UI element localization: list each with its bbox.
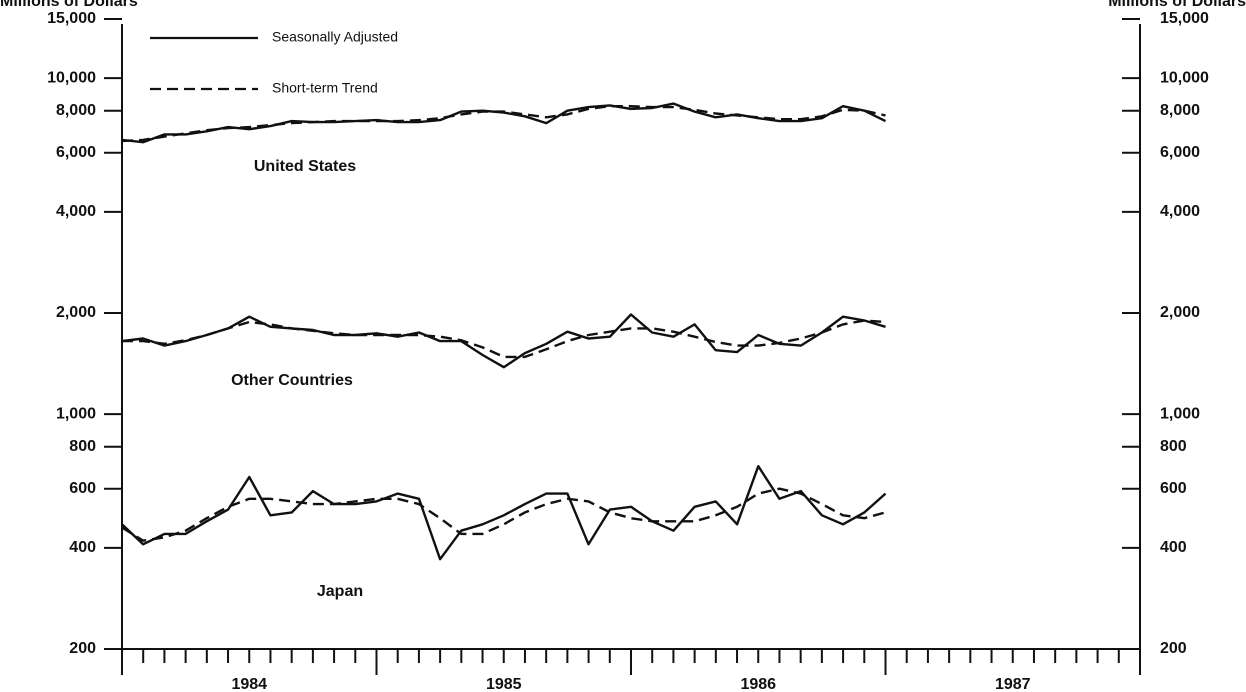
y2-tick-label: 1,000 [1160,405,1200,422]
x-tick-label: 1987 [995,676,1031,692]
y2-tick-label: 200 [1160,640,1187,657]
region-label: United States [254,158,356,175]
y2-tick-label: 800 [1160,438,1187,455]
y-tick-label: 10,000 [47,69,96,86]
y-tick-label: 4,000 [56,203,96,220]
y2-tick-label: 6,000 [1160,144,1200,161]
y2-tick-label: 8,000 [1160,102,1200,119]
y-tick-label: 600 [69,480,96,497]
y2-tick-label: 400 [1160,539,1187,556]
series-line [121,105,886,143]
series-line [122,319,886,359]
region-label: Japan [317,583,363,600]
x-tick-label: 1985 [486,676,522,692]
series-line [121,313,886,369]
y-tick-label: 1,000 [56,405,96,422]
y2-tick-label: 2,000 [1160,304,1200,321]
y-tick-label: 8,000 [56,102,96,119]
series-line [121,487,886,542]
y-tick-label: 800 [69,438,96,455]
y-tick-label: 6,000 [56,144,96,161]
x-tick-label: 1984 [231,676,267,692]
region-label: Other Countries [231,372,353,389]
legend-label: Seasonally Adjusted [272,29,398,45]
y-tick-label: 400 [69,539,96,556]
y2-tick-label: 15,000 [1160,10,1209,27]
y2-tick-label: 4,000 [1160,203,1200,220]
x-tick-label: 1986 [740,676,776,692]
series-line [121,102,887,144]
y-tick-label: 15,000 [47,10,96,27]
legend-label: Short-term Trend [272,80,378,96]
y2-tick-label: 10,000 [1160,69,1209,86]
y-axis-label: Millions of Dollars [0,0,138,10]
series-line [121,465,887,561]
y-tick-label: 200 [69,640,96,657]
y2-tick-label: 600 [1160,480,1187,497]
y2-axis-label: Millions of Dollars [1108,0,1246,10]
y-tick-label: 2,000 [56,304,96,321]
